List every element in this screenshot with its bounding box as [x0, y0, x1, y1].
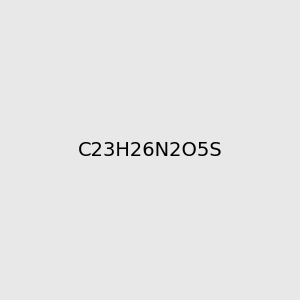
- Text: C23H26N2O5S: C23H26N2O5S: [78, 140, 222, 160]
